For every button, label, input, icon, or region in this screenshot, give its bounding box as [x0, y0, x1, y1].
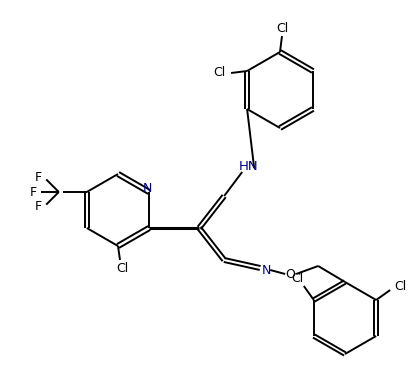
Text: Cl: Cl	[213, 66, 225, 79]
Text: O: O	[285, 267, 295, 280]
Text: HN: HN	[238, 160, 258, 172]
Text: F: F	[35, 200, 42, 213]
Text: N: N	[143, 181, 152, 194]
Text: Cl: Cl	[394, 280, 406, 292]
Text: N: N	[262, 264, 271, 276]
Text: F: F	[29, 185, 36, 199]
Text: Cl: Cl	[292, 271, 304, 285]
Text: Cl: Cl	[276, 22, 288, 34]
Text: Cl: Cl	[116, 262, 128, 276]
Text: F: F	[35, 171, 42, 184]
